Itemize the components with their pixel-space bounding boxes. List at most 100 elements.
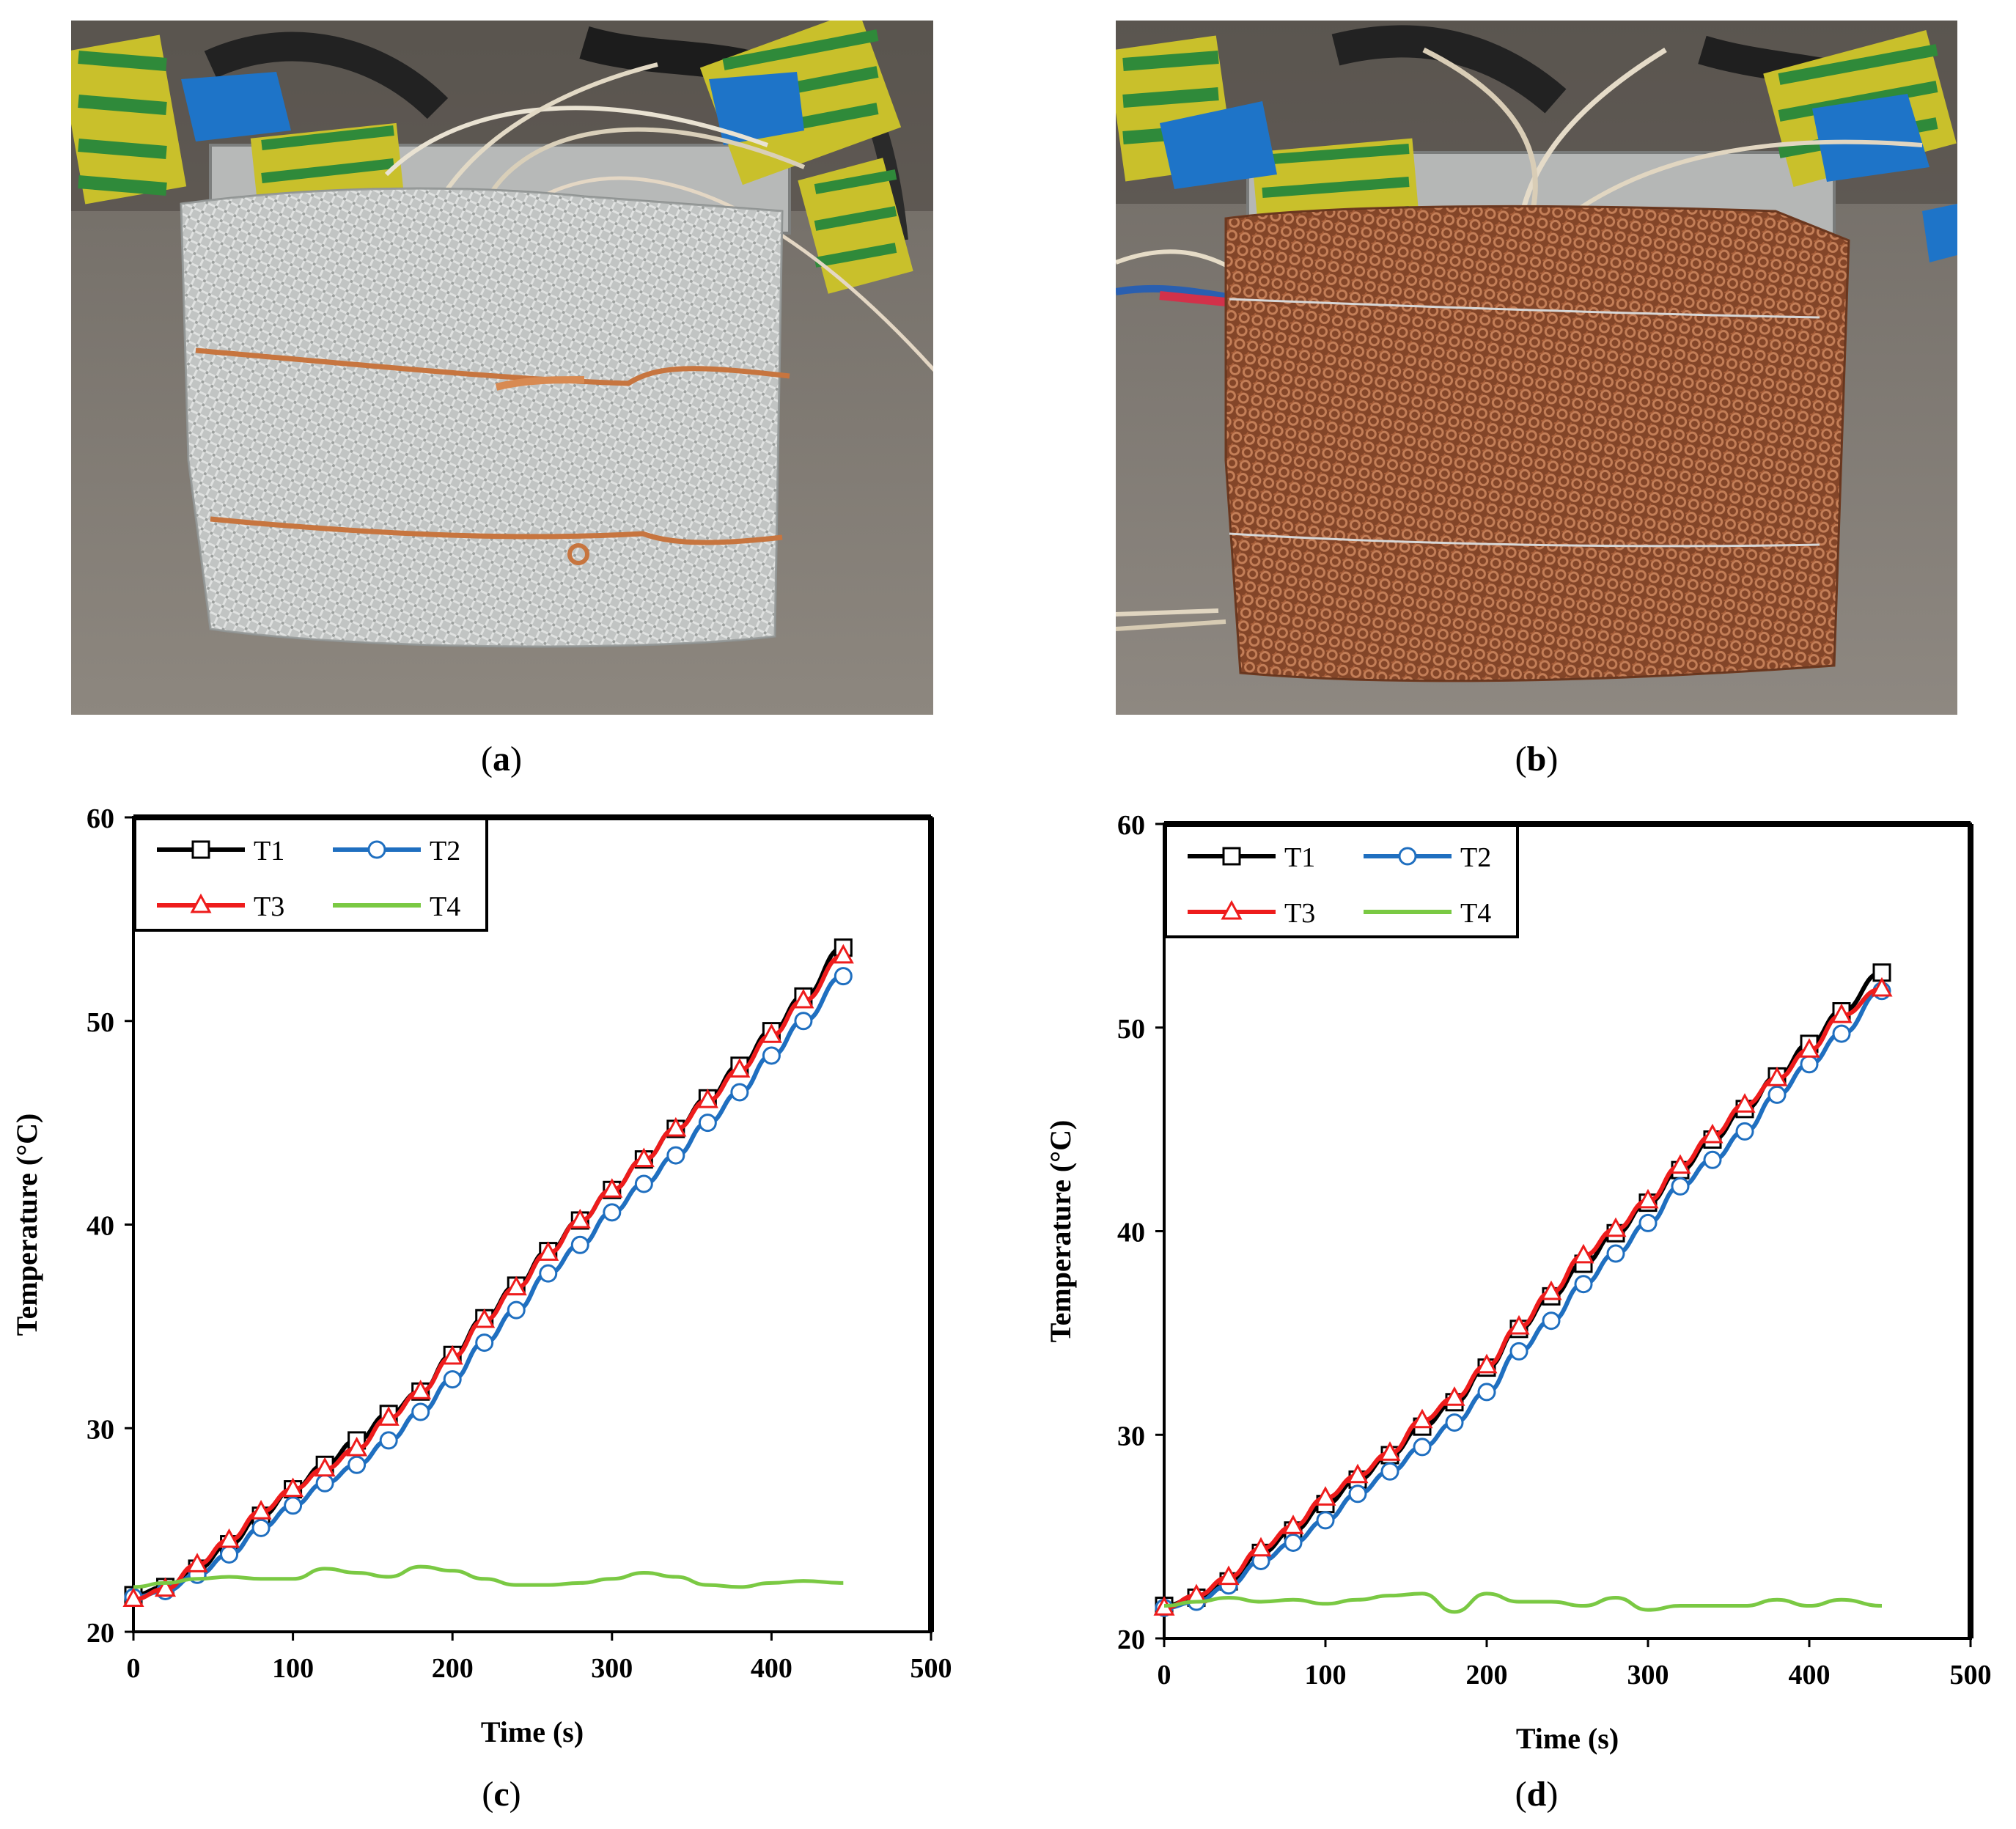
series-t3-point — [378, 1406, 400, 1426]
series-t2-point — [762, 1046, 781, 1065]
series-t2-point — [666, 1146, 685, 1165]
series-t2-point — [1638, 1213, 1658, 1232]
series-t2-point — [1735, 1122, 1754, 1141]
y-tick-label: 30 — [1117, 1421, 1145, 1451]
series-t3-point — [1637, 1188, 1659, 1209]
legend-swatch-marker — [1221, 899, 1243, 920]
series-t2-point — [1445, 1413, 1464, 1432]
series-t3-point — [665, 1116, 687, 1137]
legend-label-t4: T4 — [430, 891, 460, 922]
series-t3-point — [154, 1577, 177, 1597]
x-tick-label: 100 — [1305, 1660, 1347, 1690]
legend-label-t3: T3 — [254, 891, 284, 922]
y-tick-label: 50 — [1117, 1014, 1145, 1045]
series-t3-point — [729, 1058, 751, 1078]
y-tick-label: 60 — [87, 803, 114, 834]
legend-label-t4: T4 — [1460, 898, 1491, 929]
series-t3-point — [218, 1528, 240, 1548]
temperature-chart-c: 20 30 40 50 60 0 100 200 300 400 500 Time (s) Temper… — [10, 803, 952, 1748]
series-t2-point — [315, 1473, 334, 1493]
series-t3-point — [1218, 1565, 1240, 1586]
series-t2-point — [379, 1431, 398, 1450]
battery-wrapped-in-aluminum-mesh-photo — [71, 21, 933, 715]
legend-label-t2: T2 — [1460, 842, 1491, 873]
y-tick-label: 60 — [1117, 810, 1145, 841]
legend-swatch-marker — [191, 840, 210, 859]
series-t3-point — [1669, 1154, 1691, 1174]
series-t2-point — [1542, 1311, 1561, 1331]
series-t3-point — [601, 1178, 623, 1198]
legend-label-t1: T1 — [254, 836, 284, 866]
y-tick-label: 20 — [1117, 1624, 1145, 1655]
series-t3-point — [410, 1380, 432, 1399]
series-t3-point — [1443, 1386, 1465, 1406]
y-tick-label: 40 — [87, 1211, 114, 1242]
legend-swatch-marker — [1222, 847, 1241, 866]
series-t3-point — [282, 1477, 304, 1498]
series-t2-point — [698, 1114, 717, 1133]
series-t3-point — [186, 1553, 208, 1572]
series-t2-point — [570, 1235, 589, 1254]
series-t3-point — [1605, 1217, 1627, 1237]
x-tick-label: 400 — [751, 1653, 792, 1684]
x-tick-label: 500 — [910, 1653, 952, 1684]
series-t2-point — [1703, 1150, 1722, 1169]
x-axis-label: Time (s) — [481, 1715, 584, 1748]
series-t2-point — [220, 1545, 239, 1564]
series-t3-point — [1347, 1463, 1369, 1484]
legend-label-t3: T3 — [1284, 898, 1315, 929]
series-t2-point — [1800, 1055, 1819, 1074]
series-t2-point — [1767, 1085, 1787, 1104]
legend-swatch-marker — [190, 893, 212, 913]
series-t2-point — [1380, 1462, 1399, 1481]
panel-caption-a: (a) — [481, 740, 522, 779]
series-t3-point — [1314, 1486, 1336, 1506]
series-t3-point — [1798, 1038, 1820, 1058]
series-t2-point — [251, 1518, 271, 1537]
series-t2-point — [1413, 1438, 1432, 1457]
series-t2-point — [730, 1083, 749, 1102]
x-tick-label: 400 — [1789, 1660, 1831, 1690]
series-t3-point — [1508, 1314, 1530, 1335]
y-axis-label: Temperature (°C) — [1044, 1120, 1077, 1343]
series-t3-point — [696, 1088, 718, 1108]
photo-panel-a — [71, 21, 933, 715]
panel-caption-c: (c) — [482, 1775, 521, 1814]
series-t3-point — [633, 1147, 655, 1168]
series-t3-point — [314, 1457, 336, 1477]
series-t3-point — [537, 1241, 559, 1261]
legend-label-t1: T1 — [1284, 842, 1315, 873]
series-t3-point — [1282, 1515, 1304, 1534]
series-t3-point — [346, 1436, 368, 1457]
series-t3-point — [505, 1276, 527, 1296]
legend-swatch-marker — [1398, 847, 1417, 866]
series-t3-point — [1540, 1280, 1562, 1300]
x-tick-label: 300 — [1627, 1660, 1669, 1690]
y-tick-label: 50 — [87, 1007, 114, 1038]
chart-panel-c: 20 30 40 50 60 0 100 200 300 400 500 Time (s) Temper… — [0, 792, 1004, 1767]
series-t2-point — [603, 1203, 622, 1222]
temperature-chart-d: 20 30 40 50 60 0 100 200 300 400 500 Time (s) Temper… — [1044, 810, 1992, 1755]
series-t2-point — [1348, 1484, 1367, 1504]
series-t2-point — [475, 1333, 494, 1353]
series-t4-line — [1163, 1591, 1883, 1614]
plot-area — [132, 816, 932, 1633]
series-t2-point — [347, 1455, 367, 1474]
series-t3-point — [1702, 1123, 1723, 1144]
series-t3-point — [760, 1023, 782, 1043]
x-tick-label: 300 — [591, 1653, 633, 1684]
x-tick-label: 100 — [272, 1653, 314, 1684]
series-t2-point — [443, 1370, 462, 1389]
y-tick-label: 30 — [87, 1414, 114, 1445]
series-t3-point — [1379, 1441, 1401, 1461]
series-t2-point — [834, 967, 853, 986]
series-t3-point — [1766, 1067, 1788, 1086]
series-t2-point — [1284, 1533, 1303, 1552]
series-t2-point — [539, 1264, 558, 1283]
series-t4-line — [133, 1564, 844, 1589]
x-tick-label: 200 — [1466, 1660, 1508, 1690]
series-t3-point — [792, 988, 814, 1009]
y-tick-label: 20 — [87, 1618, 114, 1649]
x-tick-label: 0 — [127, 1653, 141, 1684]
x-axis-label: Time (s) — [1516, 1722, 1619, 1755]
